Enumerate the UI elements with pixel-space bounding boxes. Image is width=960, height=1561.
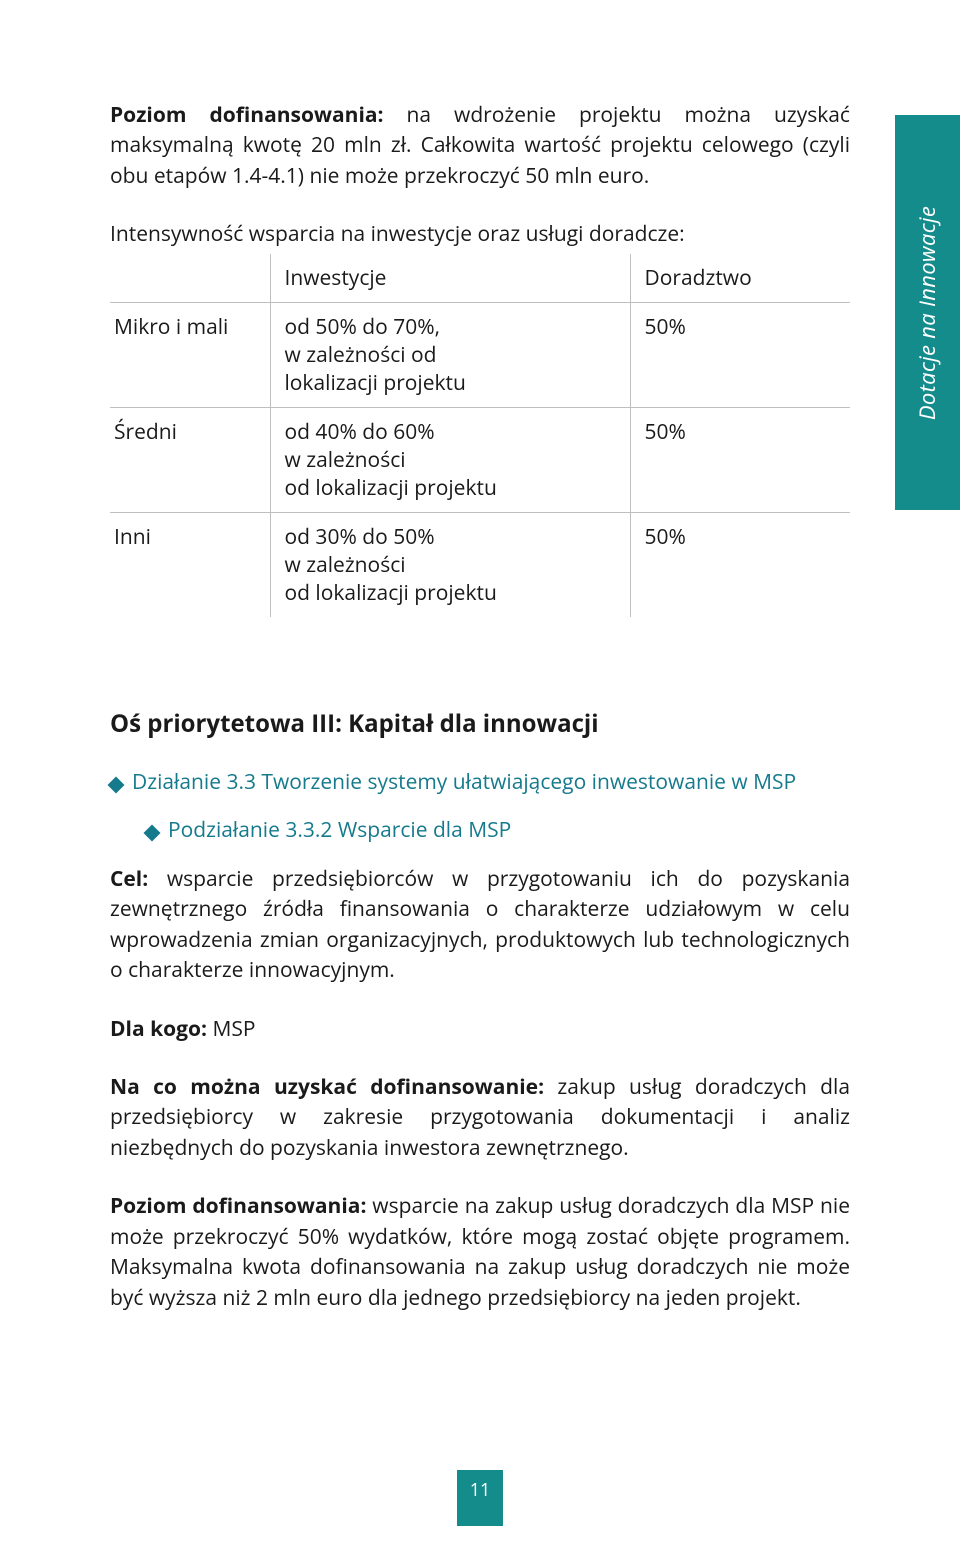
naco-bold: Na co można uzyskać dofinansowanie: xyxy=(110,1073,544,1101)
cel-rest: wsparcie przedsiębiorców w przygotowaniu… xyxy=(110,865,850,984)
cell-cat: Średni xyxy=(110,407,270,512)
cell-inv: od 50% do 70%, w zależności od lokalizac… xyxy=(270,302,630,407)
th-inwestycje: Inwestycje xyxy=(270,254,630,303)
dlakogo-bold: Dla kogo: xyxy=(110,1015,207,1043)
bullet-podzialanie: Podziałanie 3.3.2 Wsparcie dla MSP xyxy=(146,816,850,844)
intro-paragraph: Poziom dofinansowania: na wdrożenie proj… xyxy=(110,100,850,191)
cell-dor: 50% xyxy=(630,407,850,512)
cell-inv: od 30% do 50% w zależności od lokalizacj… xyxy=(270,512,630,617)
section-title: Oś priorytetowa III: Kapitał dla innowac… xyxy=(110,707,850,740)
th-doradztwo: Doradztwo xyxy=(630,254,850,303)
cell-inv: od 40% do 60% w zależności od lokalizacj… xyxy=(270,407,630,512)
dlakogo-paragraph: Dla kogo: MSP xyxy=(110,1014,850,1044)
page-number: 11 xyxy=(470,1478,491,1502)
bullet-text: Działanie 3.3 Tworzenie systemy ułatwiaj… xyxy=(132,768,796,796)
cell-dor: 50% xyxy=(630,512,850,617)
side-tab: Dotacje na Innowacje xyxy=(895,115,960,510)
bullet-dzialanie: Działanie 3.3 Tworzenie systemy ułatwiaj… xyxy=(110,768,850,796)
table-row: Inni od 30% do 50% w zależności od lokal… xyxy=(110,512,850,617)
page-number-box: 11 xyxy=(457,1470,503,1526)
cel-bold: Cel: xyxy=(110,865,148,893)
bullet-text: Podziałanie 3.3.2 Wsparcie dla MSP xyxy=(168,816,511,844)
page-content: Poziom dofinansowania: na wdrożenie proj… xyxy=(110,100,850,1341)
dlakogo-rest: MSP xyxy=(207,1015,256,1043)
poziom-bold: Poziom dofinansowania: xyxy=(110,1192,366,1220)
cel-paragraph: Cel: wsparcie przedsiębiorców w przygoto… xyxy=(110,864,850,986)
th-blank xyxy=(110,254,270,303)
table-row: Mikro i mali od 50% do 70%, w zależności… xyxy=(110,302,850,407)
intro-bold: Poziom dofinansowania: xyxy=(110,101,384,129)
table-intro: Intensywność wsparcia na inwestycje oraz… xyxy=(110,219,850,249)
diamond-icon xyxy=(108,776,125,793)
table-header-row: Inwestycje Doradztwo xyxy=(110,254,850,303)
table-row: Średni od 40% do 60% w zależności od lok… xyxy=(110,407,850,512)
cell-cat: Inni xyxy=(110,512,270,617)
naco-paragraph: Na co można uzyskać dofinansowanie: zaku… xyxy=(110,1072,850,1163)
diamond-icon xyxy=(144,824,161,841)
cell-cat: Mikro i mali xyxy=(110,302,270,407)
side-tab-label: Dotacje na Innowacje xyxy=(913,205,943,419)
intensity-table: Inwestycje Doradztwo Mikro i mali od 50%… xyxy=(110,254,850,617)
cell-dor: 50% xyxy=(630,302,850,407)
poziom-paragraph: Poziom dofinansowania: wsparcie na zakup… xyxy=(110,1191,850,1313)
